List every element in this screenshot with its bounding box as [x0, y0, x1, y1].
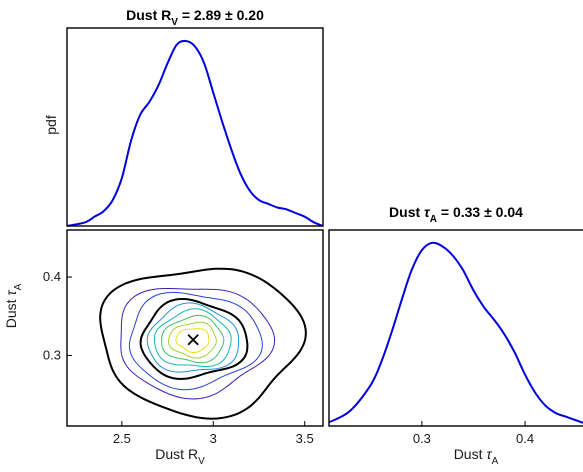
marginal-rv-ylabel: pdf — [43, 115, 59, 135]
marginal-rv-title: Dust RV = 2.89 ± 0.20 — [126, 7, 264, 28]
x-tick-label: 3 — [210, 431, 217, 446]
marginal-tau-x-ticks: 0.3 0.4 — [413, 421, 534, 446]
contour-group — [99, 267, 307, 420]
y-tick-label: 0.4 — [43, 269, 61, 284]
joint-ylabel: Dust τA — [3, 283, 24, 328]
marginal-tau-title: Dust τA = 0.33 ± 0.04 — [389, 204, 523, 225]
x-tick-label: 2.5 — [113, 431, 131, 446]
contour-line — [175, 328, 210, 354]
marginal-tau-frame — [328, 229, 583, 427]
joint-xlabel: Dust RV — [155, 446, 205, 467]
contour-line — [153, 308, 232, 368]
marginal-tau-xlabel: Dust τA — [454, 446, 499, 467]
x-tick-label: 0.3 — [413, 431, 431, 446]
joint-y-ticks: 0.3 0.4 — [43, 269, 72, 362]
contour-line — [120, 287, 276, 400]
joint-frame — [66, 229, 324, 427]
contour-line — [161, 314, 225, 364]
marginal-rv-curve — [66, 39, 324, 227]
x-tick-label: 3.5 — [296, 431, 314, 446]
x-tick-label: 0.4 — [516, 431, 534, 446]
y-tick-label: 0.3 — [43, 347, 61, 362]
marginal-rv-panel: Dust RV = 2.89 ± 0.20 pdf — [43, 7, 324, 227]
marginal-rv-frame — [66, 27, 324, 227]
marginal-tau-panel: Dust τA = 0.33 ± 0.04 0.3 0.4 Dust τA — [328, 204, 583, 467]
contour-line — [146, 302, 240, 373]
joint-panel: 2.5 3 3.5 0.3 0.4 Dust RV Dust τA — [3, 229, 324, 467]
marginal-tau-curve — [328, 241, 583, 424]
contour-line — [139, 297, 249, 380]
contour-line — [128, 291, 263, 391]
joint-x-ticks: 2.5 3 3.5 — [113, 421, 314, 446]
best-fit-group — [187, 334, 199, 346]
best-fit-marker — [187, 334, 199, 346]
contour-line — [99, 267, 307, 420]
contour-line — [168, 321, 217, 359]
